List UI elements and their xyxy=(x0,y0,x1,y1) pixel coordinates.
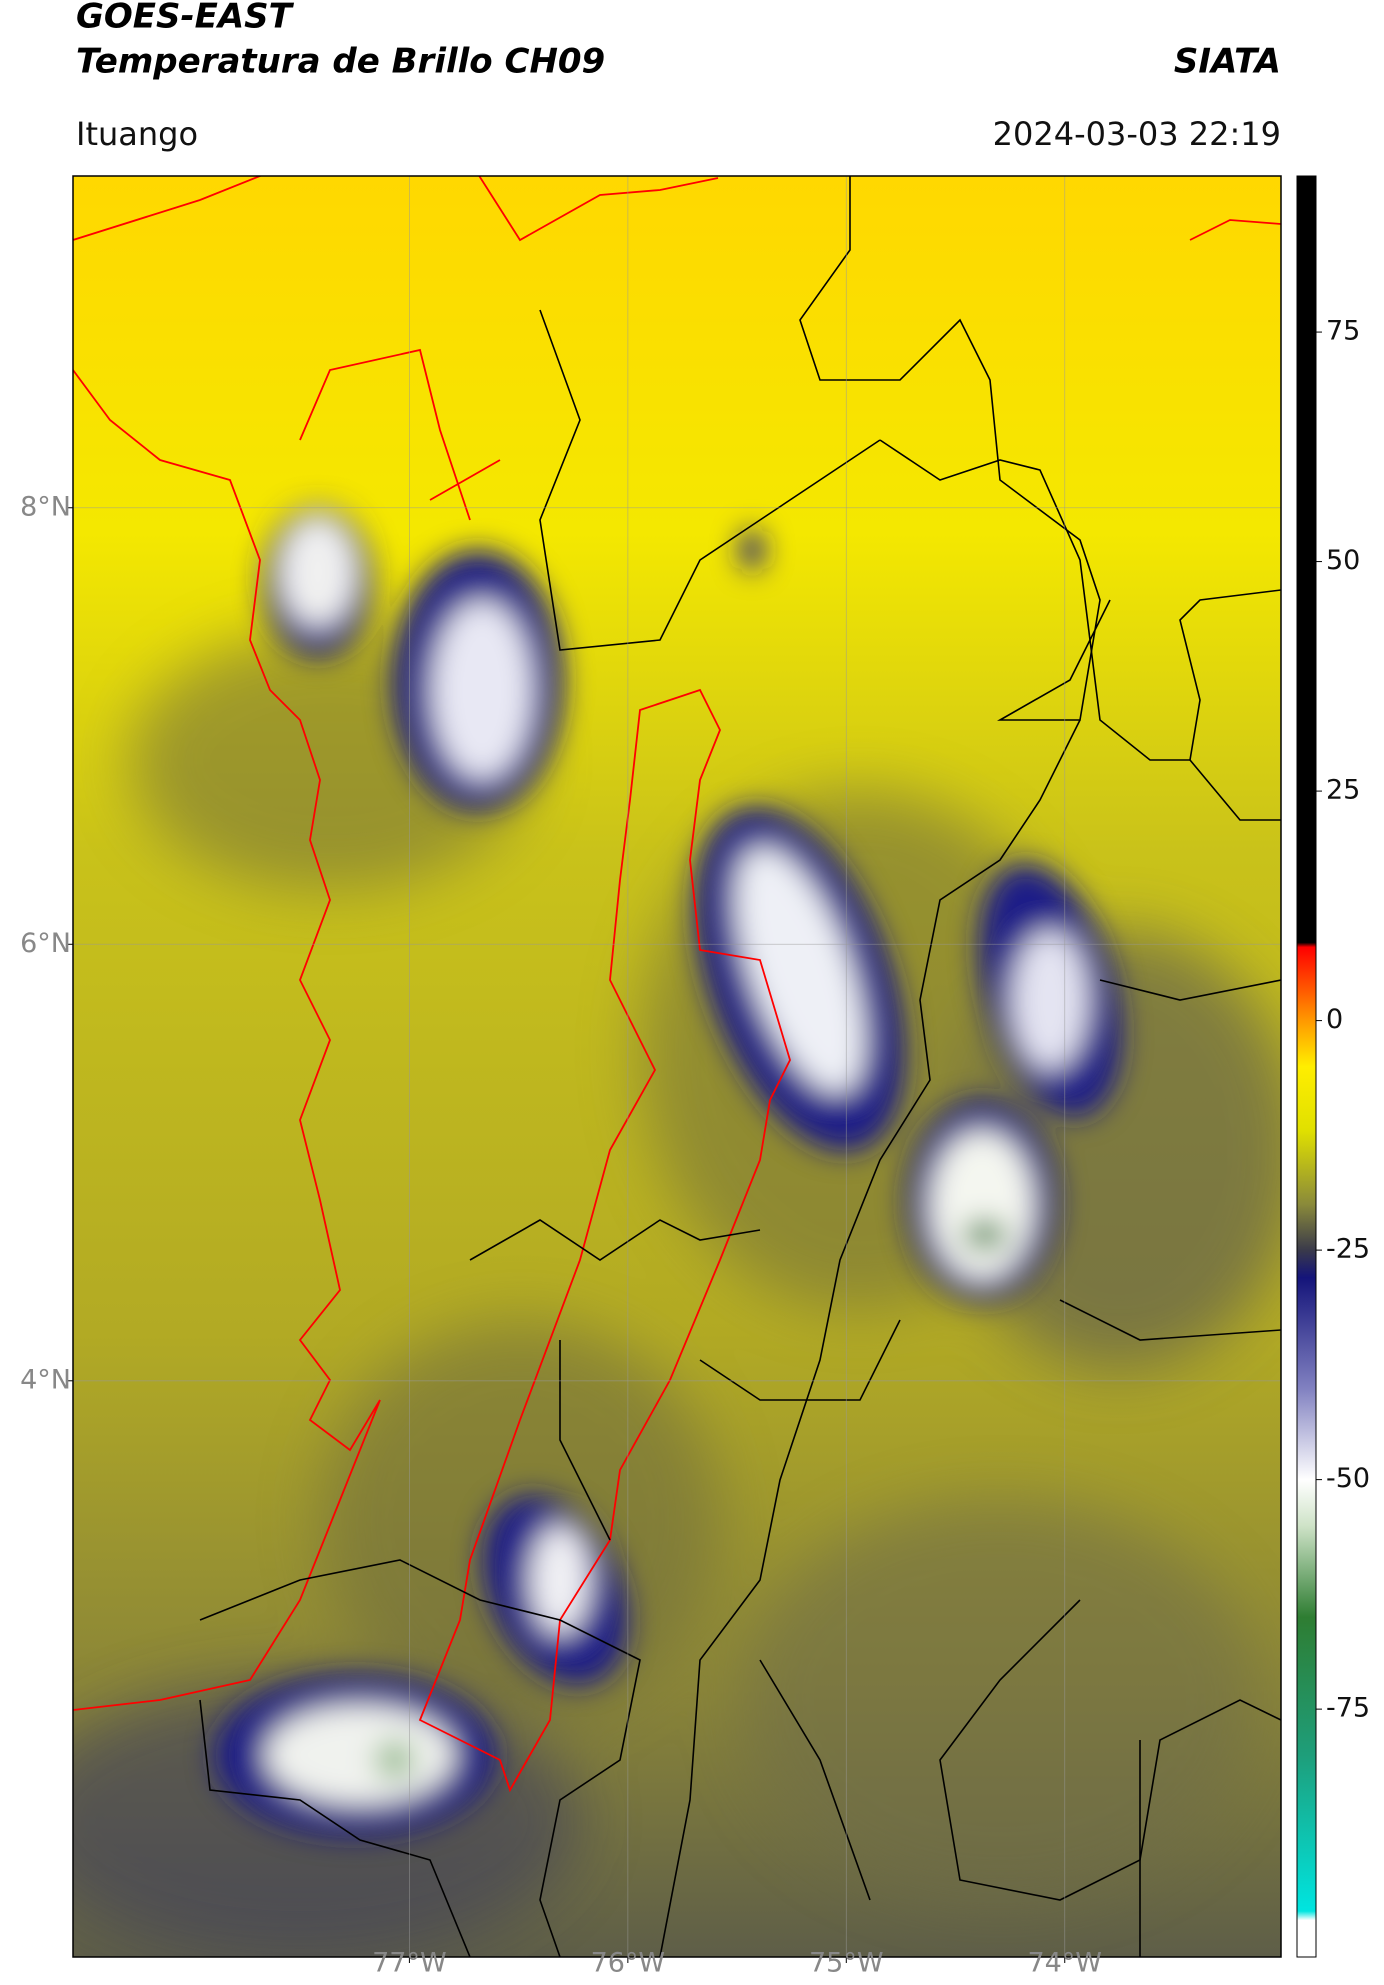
map-frame xyxy=(72,175,1282,1958)
colorbar xyxy=(1296,175,1317,1958)
admin-borders xyxy=(199,176,1281,1957)
title: GOES-EAST xyxy=(76,0,295,37)
x-tick-label: 75°W xyxy=(809,1948,884,1979)
map xyxy=(73,176,1281,1957)
colorbar-tick-label: -50 xyxy=(1326,1463,1370,1494)
subtitle: Temperatura de Brillo CH09 xyxy=(76,42,605,82)
location: Ituango xyxy=(76,115,198,153)
x-tick-label: 74°W xyxy=(1027,1948,1102,1979)
grid xyxy=(73,176,1281,1957)
x-tick-label: 77°W xyxy=(372,1948,447,1979)
y-tick-label: 8°N xyxy=(20,491,71,522)
datetime: 2024-03-03 22:19 xyxy=(993,115,1281,153)
colorbar-tick-label: -25 xyxy=(1326,1234,1370,1265)
source: SIATA xyxy=(1174,42,1281,82)
colorbar-tick-label: 75 xyxy=(1326,316,1360,347)
y-tick-label: 4°N xyxy=(20,1364,71,1395)
colorbar-tick-label: 0 xyxy=(1326,1004,1343,1035)
colorbar-tick-label: 25 xyxy=(1326,775,1360,806)
colorbar-tick-label: 50 xyxy=(1326,545,1360,576)
y-tick-label: 6°N xyxy=(20,928,71,959)
x-tick-label: 76°W xyxy=(591,1948,666,1979)
clouds xyxy=(215,507,1122,1835)
colorbar-tick-label: -75 xyxy=(1326,1693,1370,1724)
